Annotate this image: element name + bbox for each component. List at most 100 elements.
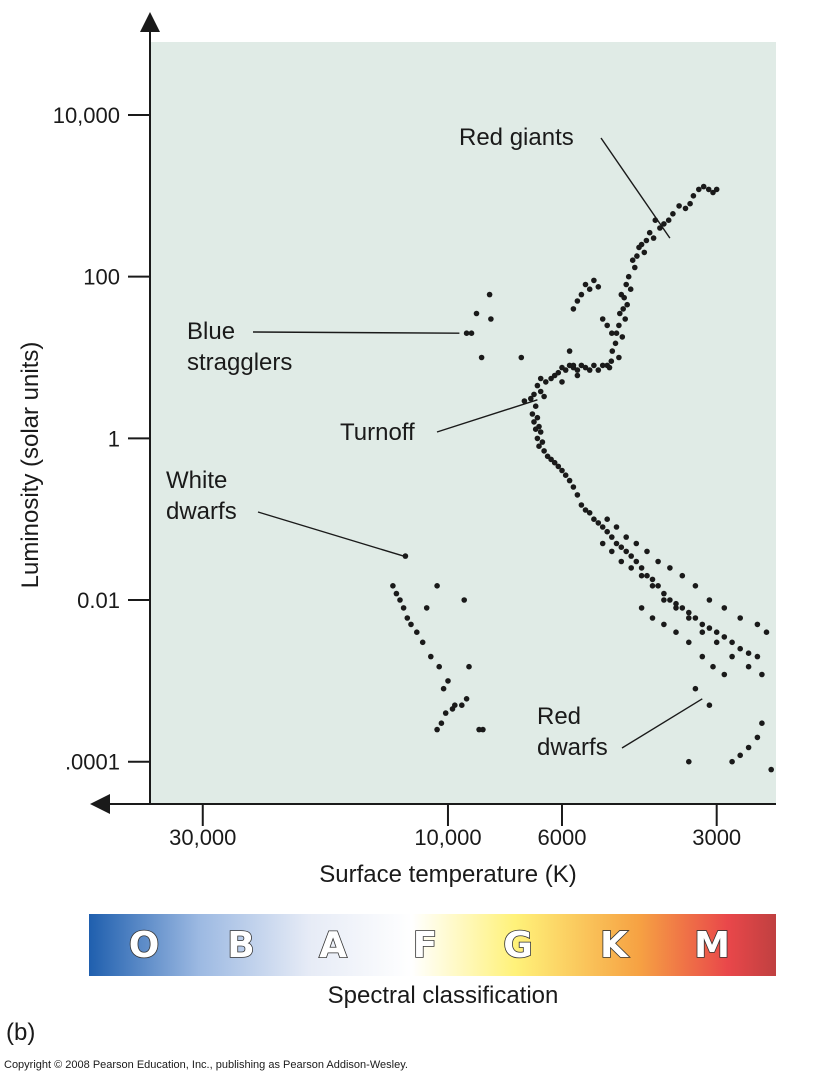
star-point	[729, 758, 735, 765]
star-point	[531, 419, 537, 425]
star-point	[661, 590, 667, 597]
star-point	[618, 558, 625, 565]
star-point	[673, 605, 679, 611]
star-point	[763, 629, 770, 635]
star-point	[636, 244, 642, 251]
star-point	[721, 605, 728, 611]
star-point	[623, 548, 629, 555]
star-point	[428, 653, 434, 660]
star-point	[667, 597, 673, 603]
spectral-classification-title: Spectral classification	[328, 982, 559, 1009]
star-point	[679, 605, 686, 611]
star-point	[667, 565, 673, 571]
annotation-label: dwarfs	[166, 498, 237, 525]
annotations: Red giants Blue stragglers Turnoff White dwar…	[166, 124, 703, 761]
x-tick-label: 6000	[538, 825, 587, 850]
star-point	[532, 426, 539, 433]
star-point	[468, 330, 475, 337]
star-point	[534, 382, 541, 389]
star-point	[591, 516, 597, 522]
star-point	[638, 572, 645, 579]
copyright-notice: Copyright © 2008 Pearson Education, Inc.…	[4, 1059, 408, 1071]
star-point	[687, 200, 693, 207]
panel-label: (b)	[6, 1019, 35, 1046]
star-point	[661, 621, 667, 628]
star-point	[463, 330, 470, 337]
star-point	[609, 348, 616, 354]
spectral-color-bar	[89, 914, 776, 976]
star-point	[622, 316, 628, 322]
star-point	[570, 362, 577, 369]
star-point	[570, 484, 577, 490]
star-point	[646, 229, 653, 236]
annotation-label: dwarfs	[537, 734, 608, 761]
star-point	[604, 528, 610, 535]
star-point	[551, 459, 558, 466]
star-point	[586, 510, 593, 516]
star-point	[706, 597, 713, 603]
star-point	[686, 758, 692, 765]
star-point	[461, 597, 468, 603]
star-point	[634, 253, 640, 259]
star-point	[393, 590, 400, 597]
star-point	[618, 544, 625, 550]
star-point	[434, 726, 440, 733]
x-axis-ticks: 30,000 10,000 6000 3000	[169, 804, 741, 850]
spectral-letter-g: G	[503, 925, 533, 966]
star-point	[768, 766, 774, 773]
star-point	[661, 597, 667, 603]
star-point	[541, 448, 547, 454]
star-point	[706, 625, 713, 631]
star-point	[633, 558, 640, 565]
star-point	[623, 281, 629, 288]
star-point	[633, 540, 640, 547]
star-point	[692, 685, 699, 692]
star-point	[559, 467, 565, 474]
star-point	[537, 375, 544, 382]
star-point	[673, 600, 679, 607]
star-point	[690, 193, 697, 199]
star-point	[754, 621, 761, 628]
spectral-letter-m: M	[694, 925, 730, 966]
star-point	[713, 186, 720, 193]
star-point	[555, 463, 562, 470]
star-point	[529, 411, 536, 417]
star-point	[745, 650, 752, 656]
star-point	[624, 301, 630, 308]
star-point	[402, 553, 409, 559]
annotation-leader-line	[600, 137, 671, 239]
star-point	[537, 429, 544, 435]
star-point	[700, 183, 707, 190]
star-point	[466, 663, 472, 670]
star-point	[419, 639, 426, 646]
star-point	[745, 663, 752, 670]
star-point	[686, 609, 692, 616]
star-point	[699, 629, 706, 635]
x-axis-title: Surface temperature (K)	[319, 861, 576, 888]
star-point	[613, 330, 620, 337]
star-point	[521, 398, 528, 404]
star-point	[705, 186, 712, 193]
star-point	[699, 653, 706, 660]
star-point	[566, 348, 573, 354]
star-point	[619, 334, 626, 340]
annotation-leader-line	[621, 698, 703, 749]
star-point	[397, 597, 403, 603]
star-point	[578, 291, 585, 298]
star-point	[710, 189, 716, 196]
star-point	[713, 629, 720, 635]
star-point	[486, 291, 493, 298]
star-point	[623, 534, 629, 540]
y-tick-label: 1	[108, 426, 120, 451]
star-point	[721, 634, 728, 640]
star-point	[754, 734, 761, 741]
star-points	[390, 183, 774, 773]
star-point	[604, 516, 610, 522]
spectral-letter-f: F	[413, 925, 438, 966]
star-point	[595, 520, 602, 526]
star-point	[559, 364, 565, 371]
star-point	[699, 621, 706, 628]
star-point	[562, 472, 569, 479]
star-point	[737, 645, 743, 652]
